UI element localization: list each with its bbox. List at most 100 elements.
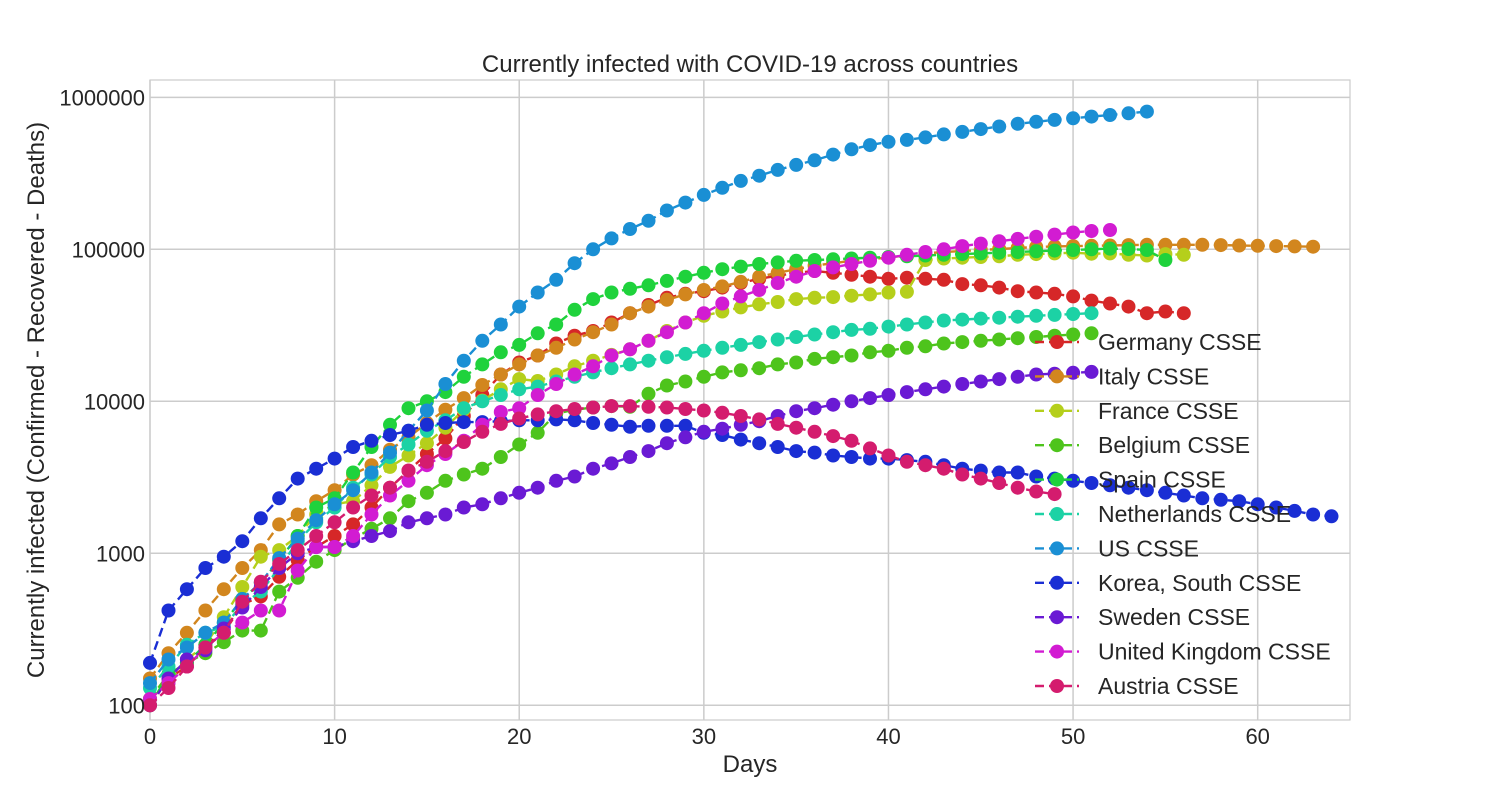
data-point bbox=[272, 491, 287, 506]
data-point bbox=[899, 284, 914, 299]
data-point bbox=[309, 529, 324, 543]
data-point bbox=[383, 459, 397, 474]
data-point bbox=[198, 603, 213, 618]
data-point bbox=[493, 416, 508, 431]
data-point bbox=[863, 451, 877, 466]
data-point bbox=[1287, 503, 1302, 518]
legend-item: Italy CSSE bbox=[1035, 363, 1209, 389]
data-point bbox=[604, 285, 619, 300]
data-point bbox=[936, 242, 951, 257]
data-point bbox=[567, 413, 582, 428]
data-point bbox=[623, 281, 637, 296]
data-point bbox=[1047, 286, 1062, 301]
data-point bbox=[789, 330, 804, 344]
data-point bbox=[327, 529, 342, 543]
data-point bbox=[1324, 509, 1339, 524]
data-point bbox=[290, 531, 305, 546]
data-point bbox=[733, 363, 748, 378]
y-tick-label: 10000 bbox=[84, 389, 145, 414]
data-point bbox=[493, 450, 508, 464]
data-point bbox=[899, 317, 914, 332]
legend-marker bbox=[1050, 335, 1064, 349]
data-point bbox=[346, 483, 361, 498]
series-line bbox=[149, 269, 1184, 706]
data-point bbox=[826, 147, 841, 162]
data-point bbox=[327, 515, 342, 530]
data-point bbox=[1066, 225, 1081, 240]
data-point bbox=[1010, 465, 1025, 480]
data-point bbox=[659, 436, 674, 451]
data-point bbox=[253, 511, 268, 526]
data-point bbox=[770, 265, 785, 280]
data-point bbox=[438, 431, 453, 446]
data-point bbox=[604, 361, 619, 376]
data-point bbox=[623, 306, 637, 321]
series-line bbox=[148, 247, 1166, 706]
data-point bbox=[844, 257, 859, 271]
data-point bbox=[364, 433, 379, 448]
data-point bbox=[659, 325, 674, 340]
data-point bbox=[1103, 241, 1117, 256]
data-point bbox=[1084, 224, 1099, 238]
data-point bbox=[973, 374, 988, 389]
data-point bbox=[1176, 237, 1191, 252]
x-tick-label: 60 bbox=[1245, 724, 1269, 749]
data-point bbox=[1029, 244, 1044, 259]
data-point bbox=[216, 549, 231, 564]
data-point bbox=[789, 404, 804, 419]
data-point bbox=[383, 445, 397, 460]
data-point bbox=[1066, 243, 1081, 257]
data-point bbox=[826, 325, 841, 340]
data-point bbox=[733, 173, 748, 188]
data-point bbox=[733, 274, 748, 289]
data-point bbox=[863, 138, 877, 153]
data-point bbox=[438, 416, 453, 430]
data-point bbox=[659, 378, 674, 393]
data-point bbox=[327, 497, 342, 512]
data-point bbox=[1176, 488, 1191, 503]
data-point bbox=[881, 388, 896, 402]
data-point bbox=[1250, 497, 1265, 512]
data-point bbox=[1029, 308, 1044, 323]
data-point bbox=[678, 195, 693, 210]
data-point bbox=[844, 288, 859, 303]
data-point bbox=[623, 399, 637, 414]
data-point bbox=[475, 394, 490, 409]
data-point bbox=[1066, 289, 1081, 304]
data-point bbox=[1066, 327, 1081, 342]
data-point bbox=[1029, 484, 1044, 499]
data-point bbox=[1103, 478, 1117, 493]
data-point bbox=[992, 465, 1007, 480]
data-point bbox=[1195, 491, 1210, 506]
data-point bbox=[383, 511, 397, 526]
data-point bbox=[936, 127, 951, 142]
data-point bbox=[955, 467, 970, 482]
data-point bbox=[1010, 116, 1025, 131]
data-point bbox=[715, 421, 730, 436]
data-point bbox=[641, 444, 656, 459]
data-point bbox=[456, 415, 471, 430]
data-point bbox=[475, 497, 490, 512]
series-line bbox=[149, 243, 1314, 680]
legend-marker bbox=[1050, 403, 1064, 418]
data-point bbox=[918, 382, 933, 397]
data-point bbox=[770, 255, 785, 270]
data-point bbox=[881, 343, 896, 358]
x-tick-label: 10 bbox=[322, 724, 346, 749]
data-point bbox=[733, 300, 748, 315]
data-point bbox=[844, 142, 859, 157]
data-point bbox=[567, 367, 582, 382]
data-point bbox=[493, 388, 508, 402]
data-point bbox=[1084, 293, 1099, 308]
data-point bbox=[992, 310, 1007, 325]
data-point bbox=[290, 543, 305, 558]
data-point bbox=[1121, 480, 1136, 495]
data-point bbox=[1047, 227, 1062, 242]
data-point bbox=[1176, 306, 1191, 321]
data-point bbox=[161, 652, 176, 667]
y-tick-label: 100000 bbox=[72, 237, 145, 262]
data-point bbox=[881, 319, 896, 334]
data-point bbox=[1010, 309, 1025, 324]
data-point bbox=[752, 335, 767, 350]
data-point bbox=[973, 471, 988, 486]
